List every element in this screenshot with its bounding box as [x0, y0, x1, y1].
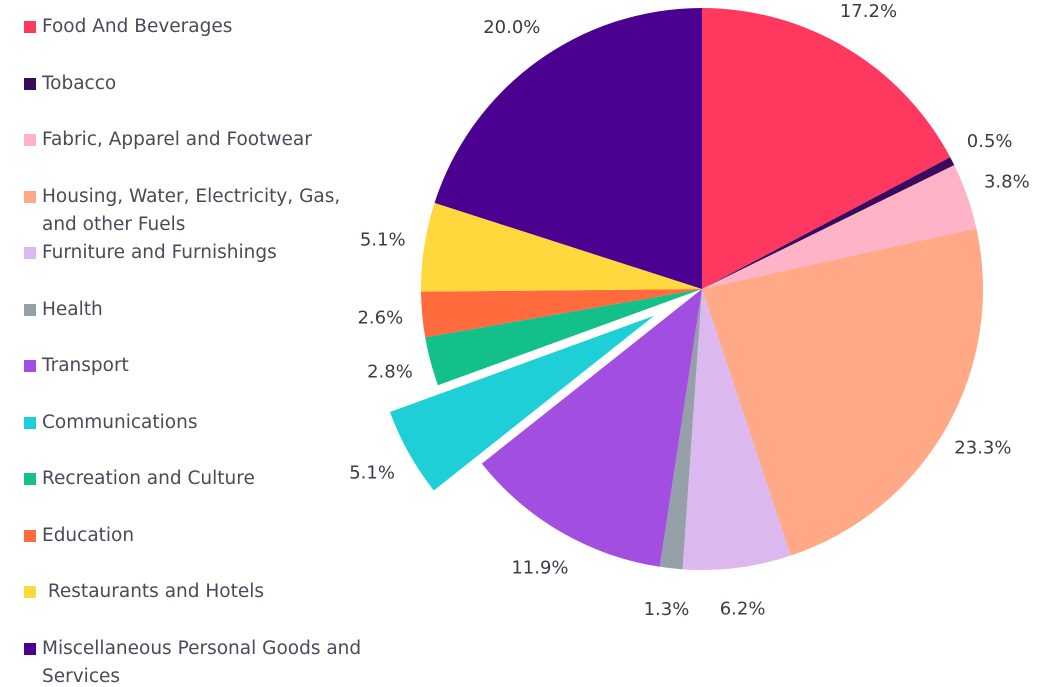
pie-slice — [481, 289, 702, 567]
legend-item: Furniture and Furnishings — [24, 239, 364, 267]
legend-label: Housing, Water, Electricity, Gas, and ot… — [42, 185, 347, 235]
pie-slice — [702, 157, 955, 289]
legend-item: Transport — [24, 352, 364, 380]
legend-label: Restaurants and Hotels — [42, 581, 265, 602]
legend-item: Health — [24, 296, 364, 324]
legend-label: Communications — [42, 411, 198, 433]
legend-item: Recreation and Culture — [24, 465, 364, 493]
data-label: 0.5% — [967, 131, 1013, 152]
pie-slice — [682, 289, 791, 570]
data-label: 2.6% — [357, 307, 403, 328]
legend-swatch — [24, 303, 36, 316]
legend-label: Tobacco — [42, 72, 117, 94]
legend-item: Restaurants and Hotels — [24, 578, 364, 606]
legend-item: Food And Beverages — [24, 13, 364, 41]
legend-item: Communications — [24, 409, 364, 437]
legend-swatch — [24, 473, 36, 485]
pie-slice — [659, 289, 702, 570]
legend-label: Recreation and Culture — [42, 468, 255, 489]
legend-label: Transport — [42, 355, 129, 376]
data-label: 1.3% — [644, 599, 690, 620]
pie-slice — [702, 8, 951, 289]
legend-label: Food And Beverages — [42, 16, 233, 37]
legend-label: Fabric, Apparel and Footwear — [42, 129, 312, 150]
legend-item: Miscellaneous Personal Goods and Service… — [24, 635, 364, 687]
legend-label: Furniture and Furnishings — [42, 242, 277, 263]
legend-label: Health — [42, 298, 103, 320]
legend-swatch — [24, 360, 36, 372]
legend-item: Education — [24, 522, 364, 550]
legend-swatch — [24, 77, 36, 90]
pie-slice — [421, 289, 702, 338]
legend-swatch — [24, 21, 36, 33]
data-label: 2.8% — [367, 361, 413, 382]
pie-slice — [434, 8, 702, 289]
data-label: 23.3% — [954, 437, 1011, 458]
pie-slice — [702, 165, 977, 289]
pie-slice — [702, 228, 983, 556]
pie-slice — [389, 315, 654, 491]
pie-slice — [421, 202, 702, 292]
legend-label: Miscellaneous Personal Goods and Service… — [42, 637, 368, 687]
legend-swatch — [24, 642, 36, 655]
data-label: 5.1% — [360, 229, 406, 250]
legend-swatch — [24, 134, 36, 146]
legend-item: Fabric, Apparel and Footwear — [24, 126, 364, 154]
data-label: 6.2% — [720, 598, 766, 619]
data-label: 11.9% — [511, 557, 568, 578]
legend-item: Housing, Water, Electricity, Gas, and ot… — [24, 183, 364, 239]
data-label: 3.8% — [984, 171, 1030, 192]
legend-swatch — [24, 586, 36, 598]
legend-swatch — [24, 247, 36, 259]
legend-swatch — [24, 190, 36, 203]
pie-slice — [425, 289, 702, 386]
legend-swatch — [24, 529, 36, 542]
data-label: 17.2% — [840, 1, 897, 22]
data-label: 5.1% — [349, 463, 395, 484]
legend-label: Education — [42, 524, 135, 546]
legend-item: Tobacco — [24, 70, 364, 98]
legend-swatch — [24, 416, 36, 429]
data-label: 20.0% — [483, 17, 540, 38]
